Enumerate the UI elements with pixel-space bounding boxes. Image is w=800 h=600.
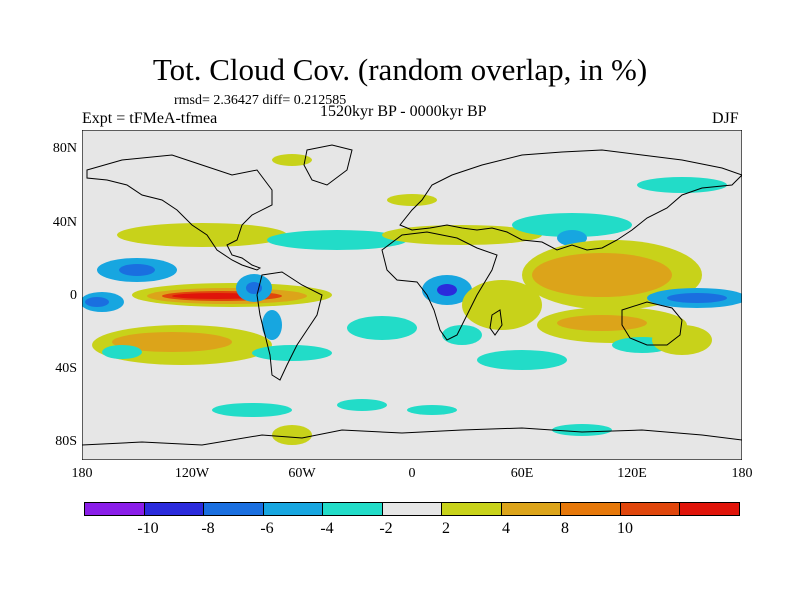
colorbar-bin — [204, 503, 264, 515]
colorbar-bin — [85, 503, 145, 515]
lat-label-40s: 40S — [55, 361, 77, 376]
lon-label-60e: 60E — [510, 466, 534, 481]
lon-label-0: 0 — [408, 466, 416, 481]
anomaly-patch — [117, 223, 287, 247]
anomaly-patch — [667, 293, 727, 303]
colorbar-label: 8 — [561, 520, 569, 537]
lon-label-180e: 180 — [731, 466, 753, 481]
anomaly-patch — [532, 253, 672, 297]
colorbar-label: -2 — [379, 520, 393, 537]
anomaly-patch — [267, 230, 407, 250]
season-label: DJF — [712, 110, 739, 127]
colorbar-bin — [263, 503, 324, 515]
lat-label-equator: 0 — [70, 288, 77, 303]
stats-label: rmsd= 2.36427 diff= 0.212585 — [174, 93, 347, 108]
anomaly-patch — [637, 177, 727, 193]
anomaly-patch — [272, 154, 312, 166]
colorbar-bin — [680, 503, 740, 515]
greenland-coast — [303, 144, 353, 186]
colorbar-label: -6 — [260, 520, 274, 537]
anomaly-patch — [119, 264, 155, 276]
colorbar-label: -4 — [320, 520, 334, 537]
lat-label-40n: 40N — [52, 215, 77, 230]
colorbar-label: -8 — [201, 520, 215, 537]
world-map — [82, 130, 742, 460]
australia-coast — [621, 301, 683, 346]
lon-label-60w: 60W — [288, 466, 316, 481]
africa-coast — [381, 231, 498, 341]
anomaly-patch — [347, 316, 417, 340]
south-america-coast — [256, 271, 323, 381]
anomaly-patch — [557, 230, 587, 246]
colorbar-bin — [561, 503, 621, 515]
colorbar-bin — [501, 503, 562, 515]
period-label: 1520kyr BP - 0000kyr BP — [320, 103, 487, 120]
anomaly-patch — [382, 225, 542, 245]
colorbar-label: 4 — [502, 520, 510, 537]
coastlines — [82, 144, 742, 446]
colorbar-label: 10 — [617, 520, 633, 537]
lon-label-120w: 120W — [174, 466, 210, 481]
anomaly-patch — [407, 405, 457, 415]
anomaly-patch — [85, 297, 109, 307]
lat-label-80n: 80N — [52, 141, 77, 156]
anomaly-patch — [112, 332, 232, 352]
lon-label-180w: 180 — [71, 466, 93, 481]
anomaly-patch — [337, 399, 387, 411]
anomaly-patch — [272, 425, 312, 445]
anomaly-patch — [462, 280, 542, 330]
anomaly-patch — [557, 315, 647, 331]
eurasia-coast — [399, 149, 742, 251]
experiment-label: Expt = tFMeA-tfmea — [82, 110, 218, 127]
anomaly-patch — [212, 403, 292, 417]
anomaly-patch — [442, 325, 482, 345]
anomaly-patch — [552, 424, 612, 436]
anomaly-patch — [102, 345, 142, 359]
colorbar-bin — [323, 503, 383, 515]
colorbar-label: -10 — [137, 520, 159, 537]
colorbar-bin — [620, 503, 681, 515]
anomaly-patch — [437, 284, 457, 296]
colorbar-bin — [442, 503, 502, 515]
colorbar — [84, 502, 740, 516]
lon-label-120e: 120E — [617, 466, 647, 481]
anomaly-patch — [477, 350, 567, 370]
madagascar-coast — [489, 309, 503, 336]
colorbar-label: 2 — [442, 520, 450, 537]
lat-label-80s: 80S — [55, 434, 77, 449]
anomaly-patch — [262, 310, 282, 340]
colorbar-bin — [144, 503, 205, 515]
north-america-coast — [86, 154, 273, 271]
anomaly-patch — [387, 194, 437, 206]
anomaly-patch — [652, 325, 712, 355]
antarctica-coast — [82, 427, 742, 446]
anomaly-patch — [512, 213, 632, 237]
colorbar-bin — [382, 503, 443, 515]
chart-title: Tot. Cloud Cov. (random overlap, in %) — [152, 52, 648, 87]
anomaly-patch — [252, 345, 332, 361]
